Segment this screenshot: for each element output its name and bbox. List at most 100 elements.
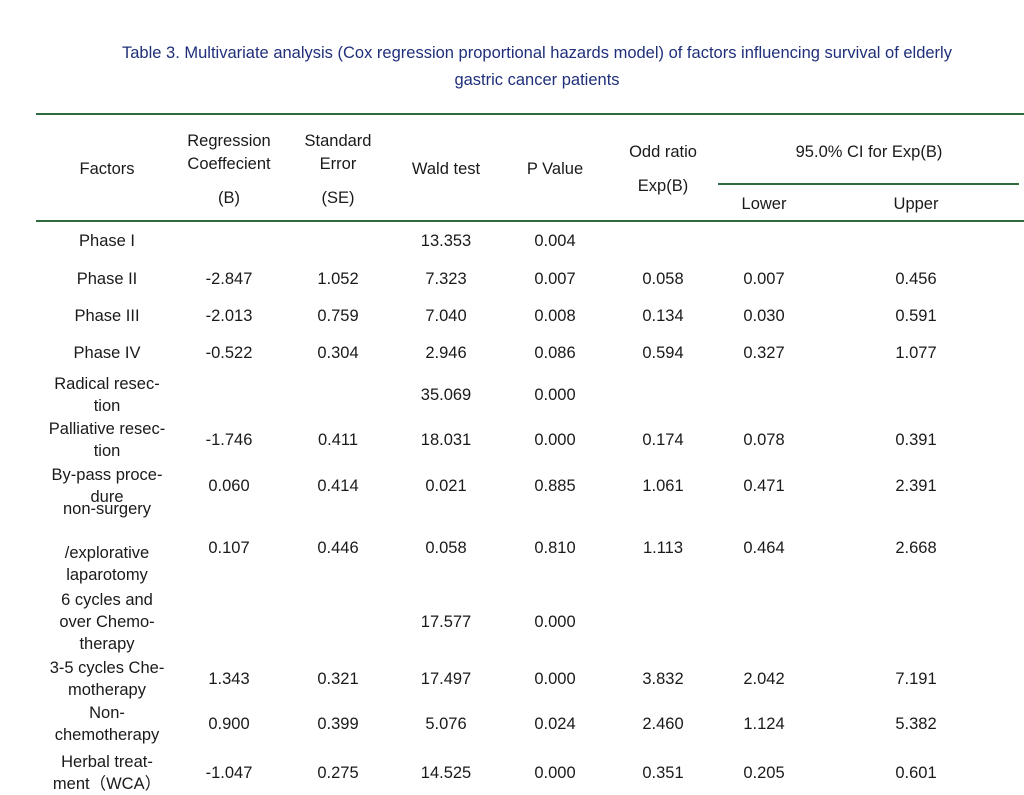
factor-line: Phase ΙΙ: [76, 270, 138, 288]
table-caption: Table 3. Multivariate analysis (Cox regr…: [50, 40, 1024, 94]
cell-ci-upper: 0.591: [895, 307, 937, 325]
header-se-line-2: Error: [319, 155, 357, 173]
cell-factor: Non-chemotherapy: [27, 702, 187, 746]
cell-ci-lower: 1.124: [743, 715, 785, 733]
cell-p-value: 0.000: [534, 670, 576, 688]
cell-p-value: 0.007: [534, 270, 576, 288]
cell-p-value: 0.000: [534, 431, 576, 449]
cell-factor: Phase ΙΙΙ: [27, 305, 187, 327]
cell-standard-error: 1.052: [317, 270, 359, 288]
cell-odds-ratio: 1.061: [642, 477, 684, 495]
cell-standard-error: 0.414: [317, 477, 359, 495]
cell-ci-lower: 0.030: [743, 307, 785, 325]
cell-standard-error: 0.275: [317, 764, 359, 782]
cell-ci-upper: 0.601: [895, 764, 937, 782]
cell-coefficient: 1.343: [208, 670, 250, 688]
cell-factor: Phase ΙV: [27, 342, 187, 364]
header-coef-line-1: Regression: [187, 132, 271, 150]
caption-line-1: Table 3. Multivariate analysis (Cox regr…: [122, 44, 952, 62]
factor-line: Non-: [89, 704, 125, 722]
cell-ci-upper: 5.382: [895, 715, 937, 733]
cell-standard-error: 0.321: [317, 670, 359, 688]
cell-wald: 14.525: [420, 764, 472, 782]
cell-p-value: 0.086: [534, 344, 576, 362]
cell-ci-lower: 0.327: [743, 344, 785, 362]
cell-standard-error: 0.304: [317, 344, 359, 362]
cell-wald: 17.497: [420, 670, 472, 688]
cell-coefficient: -2.013: [205, 307, 253, 325]
factor-line: By-pass proce-: [51, 466, 163, 484]
cell-ci-upper: 0.456: [895, 270, 937, 288]
factor-line: ment（WCA）: [52, 775, 162, 793]
cell-factor: Phase Ι: [27, 230, 187, 252]
factor-line: Palliative resec-: [48, 420, 166, 438]
cell-ci-lower: 0.464: [743, 539, 785, 557]
header-se-line-3: (SE): [321, 189, 355, 207]
cell-odds-ratio: 0.174: [642, 431, 684, 449]
header-odds-ratio-line-2: Exp(B): [637, 177, 689, 195]
cell-coefficient: 0.900: [208, 715, 250, 733]
cell-p-value: 0.885: [534, 477, 576, 495]
cell-ci-lower: 0.007: [743, 270, 785, 288]
factor-line: motherapy: [68, 681, 146, 699]
factor-line: 3-5 cycles Che-: [49, 659, 165, 677]
cell-coefficient: -2.847: [205, 270, 253, 288]
factor-line: Radical resec-: [54, 375, 160, 393]
cell-p-value: 0.000: [534, 764, 576, 782]
cell-wald: 13.353: [420, 232, 472, 250]
factor-line: non-surgery: [62, 500, 152, 518]
header-wald: Wald test: [411, 160, 481, 178]
cell-odds-ratio: 0.594: [642, 344, 684, 362]
cell-ci-lower: 0.471: [743, 477, 785, 495]
cell-odds-ratio: 0.134: [642, 307, 684, 325]
cell-wald: 5.076: [425, 715, 467, 733]
cell-p-value: 0.004: [534, 232, 576, 250]
cell-wald: 35.069: [420, 386, 472, 404]
header-factors: Factors: [79, 160, 135, 178]
cell-p-value: 0.024: [534, 715, 576, 733]
header-ci: 95.0% CI for Exp(B): [795, 143, 943, 161]
cell-wald: 0.058: [425, 539, 467, 557]
factor-line: chemotherapy: [54, 726, 160, 744]
factor-line: Phase ΙΙΙ: [74, 307, 140, 325]
cell-ci-upper: 7.191: [895, 670, 937, 688]
factor-line: Herbal treat-: [61, 753, 153, 771]
cell-odds-ratio: 2.460: [642, 715, 684, 733]
cell-wald: 7.040: [425, 307, 467, 325]
header-p-value: P Value: [526, 160, 584, 178]
factor-line: laparotomy: [66, 566, 148, 584]
cell-ci-upper: 0.391: [895, 431, 937, 449]
cell-standard-error: 0.446: [317, 539, 359, 557]
header-ci-lower: Lower: [741, 195, 787, 213]
cell-odds-ratio: 0.351: [642, 764, 684, 782]
cell-factor: Herbal treat-ment（WCA）: [27, 751, 187, 795]
cell-ci-lower: 0.205: [743, 764, 785, 782]
cell-standard-error: 0.399: [317, 715, 359, 733]
cell-p-value: 0.810: [534, 539, 576, 557]
cell-coefficient: 0.060: [208, 477, 250, 495]
cell-p-value: 0.008: [534, 307, 576, 325]
caption-line-2: gastric cancer patients: [454, 71, 620, 89]
factor-line: 6 cycles and: [61, 591, 153, 609]
cell-factor: Palliative resec-tion: [27, 418, 187, 462]
cell-ci-upper: 1.077: [895, 344, 937, 362]
cell-wald: 17.577: [420, 613, 472, 631]
cell-wald: 18.031: [420, 431, 472, 449]
cell-factor: Radical resec-tion: [27, 373, 187, 417]
cell-coefficient: -1.746: [205, 431, 253, 449]
factor-line: /explorative: [64, 544, 150, 562]
cell-factor: By-pass proce-dure: [27, 464, 187, 508]
cell-standard-error: 0.411: [317, 431, 359, 449]
cell-factor: 3-5 cycles Che-motherapy: [27, 657, 187, 701]
cell-factor: non-surgery/explorative laparotomy: [27, 498, 187, 586]
cell-wald: 2.946: [425, 344, 467, 362]
cell-ci-upper: 2.391: [895, 477, 937, 495]
factor-line: Phase Ι: [79, 232, 135, 250]
factor-line: therapy: [79, 635, 135, 653]
ci-header-rule: [718, 183, 1019, 185]
cell-wald: 7.323: [425, 270, 467, 288]
header-ci-upper: Upper: [893, 195, 939, 213]
factor-line: tion: [93, 397, 121, 415]
table-header-rule: [36, 220, 1024, 222]
factor-line: Phase ΙV: [73, 344, 141, 362]
